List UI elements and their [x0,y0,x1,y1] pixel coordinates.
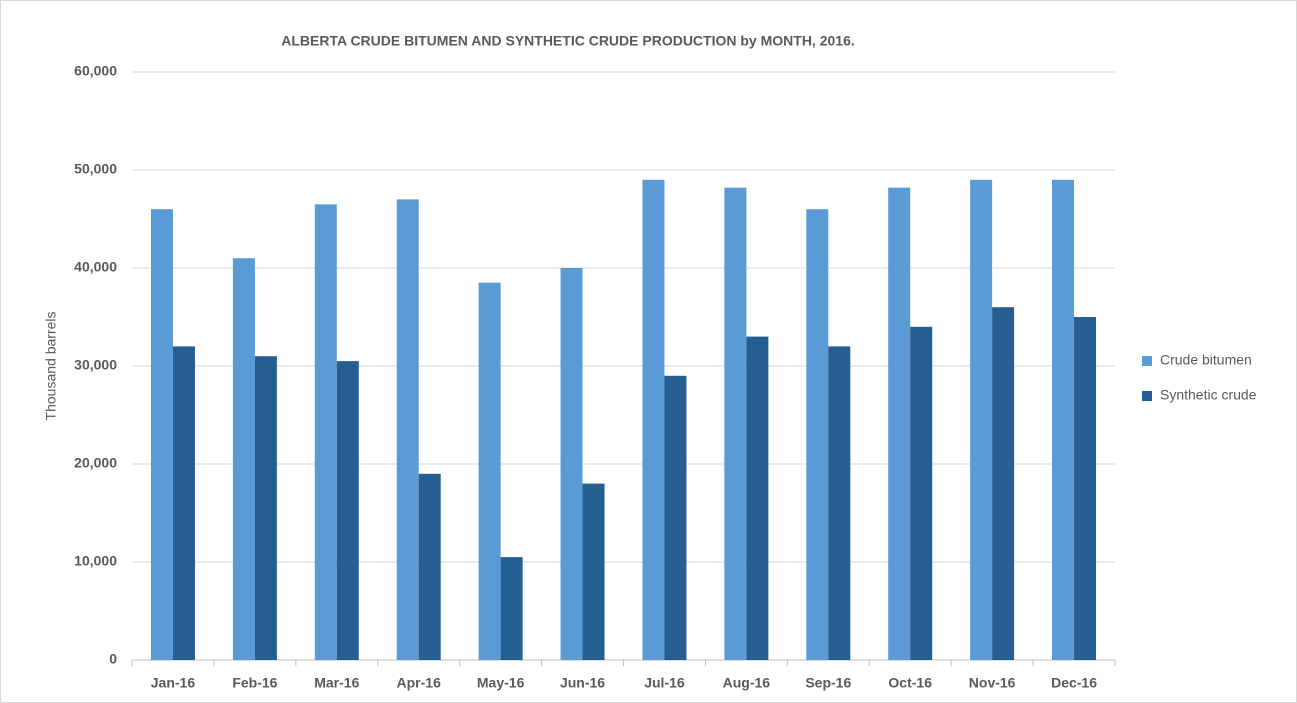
y-axis-label: Thousand barrels [43,312,59,421]
bar [1074,317,1097,660]
legend-label: Synthetic crude [1160,387,1257,403]
bar [150,209,173,660]
bar [336,361,359,660]
x-tick-label: Nov-16 [969,675,1016,691]
bar [724,187,747,660]
bar [254,356,277,660]
bar [232,258,255,660]
legend-swatch [1142,391,1152,401]
bar [418,473,441,660]
bar [396,199,419,660]
x-tick-label: Sep-16 [805,675,851,691]
bar [642,179,665,661]
x-tick-label: Jul-16 [644,675,685,691]
x-tick-label: May-16 [477,675,525,691]
bar [500,557,523,660]
bar [172,346,195,660]
bar [806,209,829,660]
bar [888,187,911,660]
y-tick-label: 60,000 [74,63,117,79]
x-tick-label: Jun-16 [560,675,605,691]
y-tick-label: 0 [109,651,117,667]
y-tick-label: 10,000 [74,553,117,569]
bar [478,282,501,660]
legend-swatch [1142,356,1152,366]
y-tick-label: 30,000 [74,357,117,373]
x-tick-label: Oct-16 [888,675,932,691]
y-tick-label: 50,000 [74,161,117,177]
bar [560,268,583,660]
bar [746,336,769,660]
bar [910,326,933,660]
bar [992,307,1015,660]
y-tick-label: 40,000 [74,259,117,275]
bar [828,346,851,660]
x-tick-label: Apr-16 [397,675,442,691]
chart-title: ALBERTA CRUDE BITUMEN AND SYNTHETIC CRUD… [281,33,855,49]
bar [314,204,337,661]
x-tick-label: Mar-16 [314,675,359,691]
bar [1052,179,1075,661]
bar [582,483,605,660]
x-tick-label: Jan-16 [151,675,196,691]
x-tick-label: Dec-16 [1051,675,1097,691]
x-tick-label: Aug-16 [723,675,771,691]
bar [970,179,993,661]
legend-label: Crude bitumen [1160,352,1252,368]
bar [664,375,687,660]
x-tick-label: Feb-16 [232,675,277,691]
y-tick-label: 20,000 [74,455,117,471]
